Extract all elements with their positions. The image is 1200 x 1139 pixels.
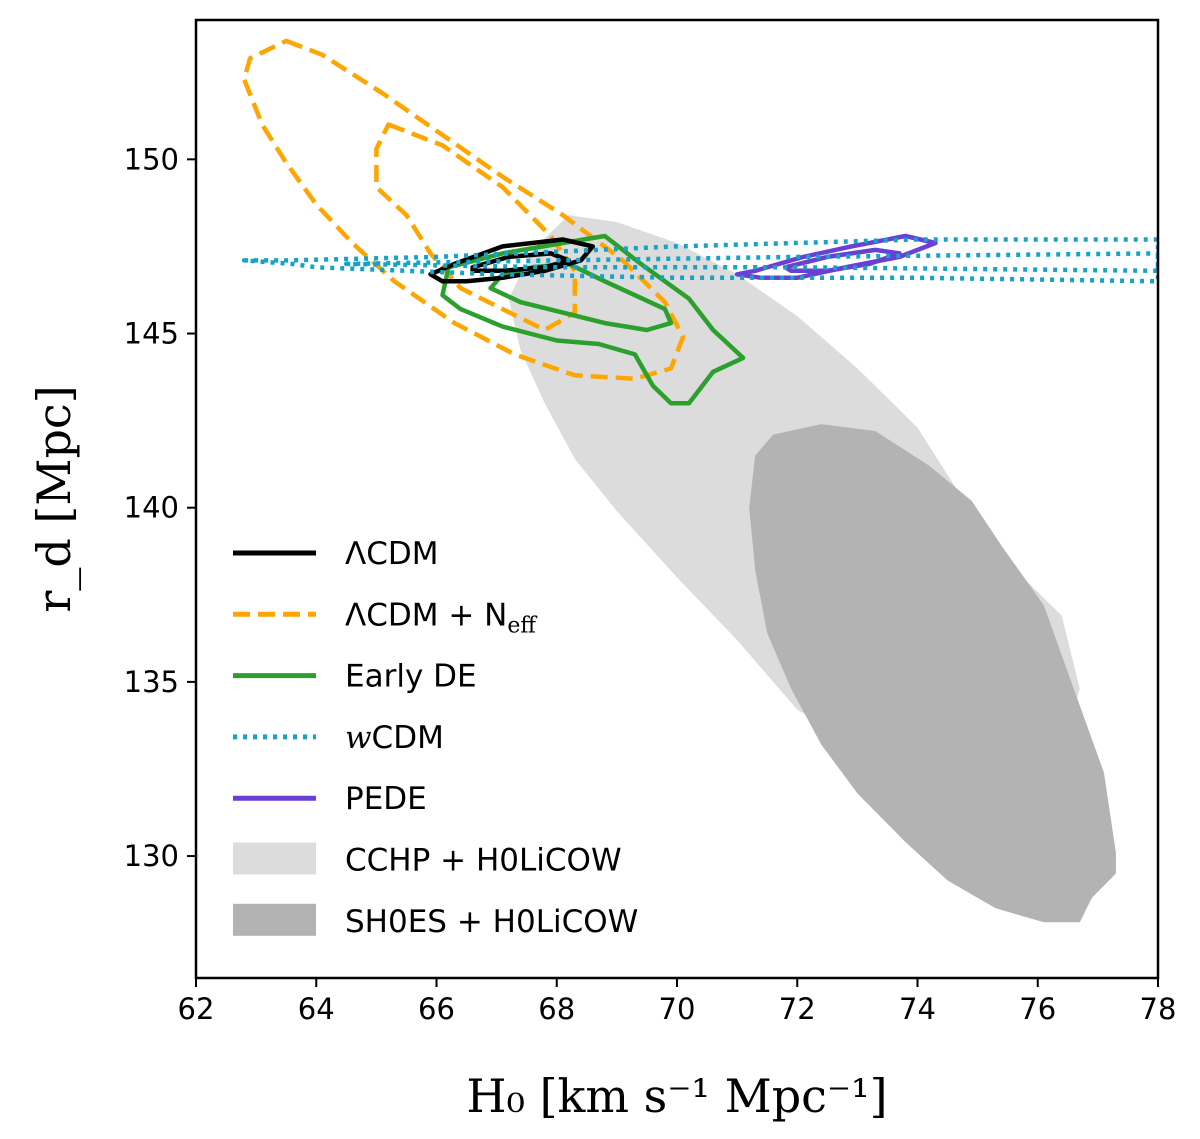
x-tick-label-66: 66 [418, 992, 455, 1026]
contour-cdm-n-eff-outer [241, 38, 686, 382]
legend-item-lcdm: ΛCDM [233, 536, 438, 572]
contour-cdm-inner [470, 251, 572, 274]
x-tick-label-68: 68 [538, 992, 575, 1026]
y-axis-label: r_d [Mpc] [27, 385, 81, 612]
legend-label-neff: ΛCDM + Neff [345, 597, 537, 638]
legend-item-cchp: CCHP + H0LiCOW [233, 842, 622, 879]
y-tick-label-135: 135 [124, 665, 179, 699]
legend-label-lcdm: ΛCDM [345, 536, 438, 572]
legend: ΛCDM ΛCDM + Neff Early DE wCDM PEDE CCHP + H0… [233, 536, 638, 940]
x-tick-label-62: 62 [178, 992, 215, 1026]
contour-cdm-n-eff-inner [374, 122, 578, 333]
x-axis-label: H₀ [km s⁻¹ Mpc⁻¹] [466, 1069, 887, 1123]
legend-label-ede: Early DE [345, 659, 477, 695]
plot-area [241, 38, 1158, 923]
x-tick-label-64: 64 [298, 992, 335, 1026]
legend-swatch-cchp [233, 842, 316, 875]
legend-item-pede: PEDE [233, 781, 427, 817]
x-tick-label-78: 78 [1140, 992, 1177, 1026]
x-tick-label-74: 74 [899, 992, 936, 1026]
legend-item-neff: ΛCDM + Neff [233, 597, 537, 638]
y-tick-label-150: 150 [124, 142, 179, 176]
legend-item-ede: Early DE [233, 659, 477, 695]
contour-wcdm-inner [344, 251, 1158, 274]
legend-label-pede: PEDE [345, 781, 427, 817]
legend-label-wcdm: wCDM [345, 720, 444, 756]
y-tick-label-130: 130 [124, 839, 179, 873]
legend-item-wcdm: wCDM [233, 720, 444, 756]
x-tick-label-72: 72 [779, 992, 816, 1026]
x-tick-label-76: 76 [1019, 992, 1056, 1026]
legend-swatch-shoes [233, 903, 316, 936]
legend-item-shoes: SH0ES + H0LiCOW [233, 903, 638, 940]
contour-sh0es-h0licow [749, 424, 1116, 923]
y-tick-label-140: 140 [124, 491, 179, 525]
legend-label-shoes: SH0ES + H0LiCOW [345, 904, 638, 940]
contour-wcdm-outer [241, 237, 1158, 284]
y-tick-label-145: 145 [124, 317, 179, 351]
x-tick-label-70: 70 [659, 992, 696, 1026]
legend-label-cchp: CCHP + H0LiCOW [345, 843, 622, 879]
contour-cdm-outer [428, 237, 596, 284]
ticks: 62 64 66 68 70 72 74 76 78 130 135 140 145 150 [124, 142, 1177, 1026]
contour-pede-inner [782, 247, 902, 274]
